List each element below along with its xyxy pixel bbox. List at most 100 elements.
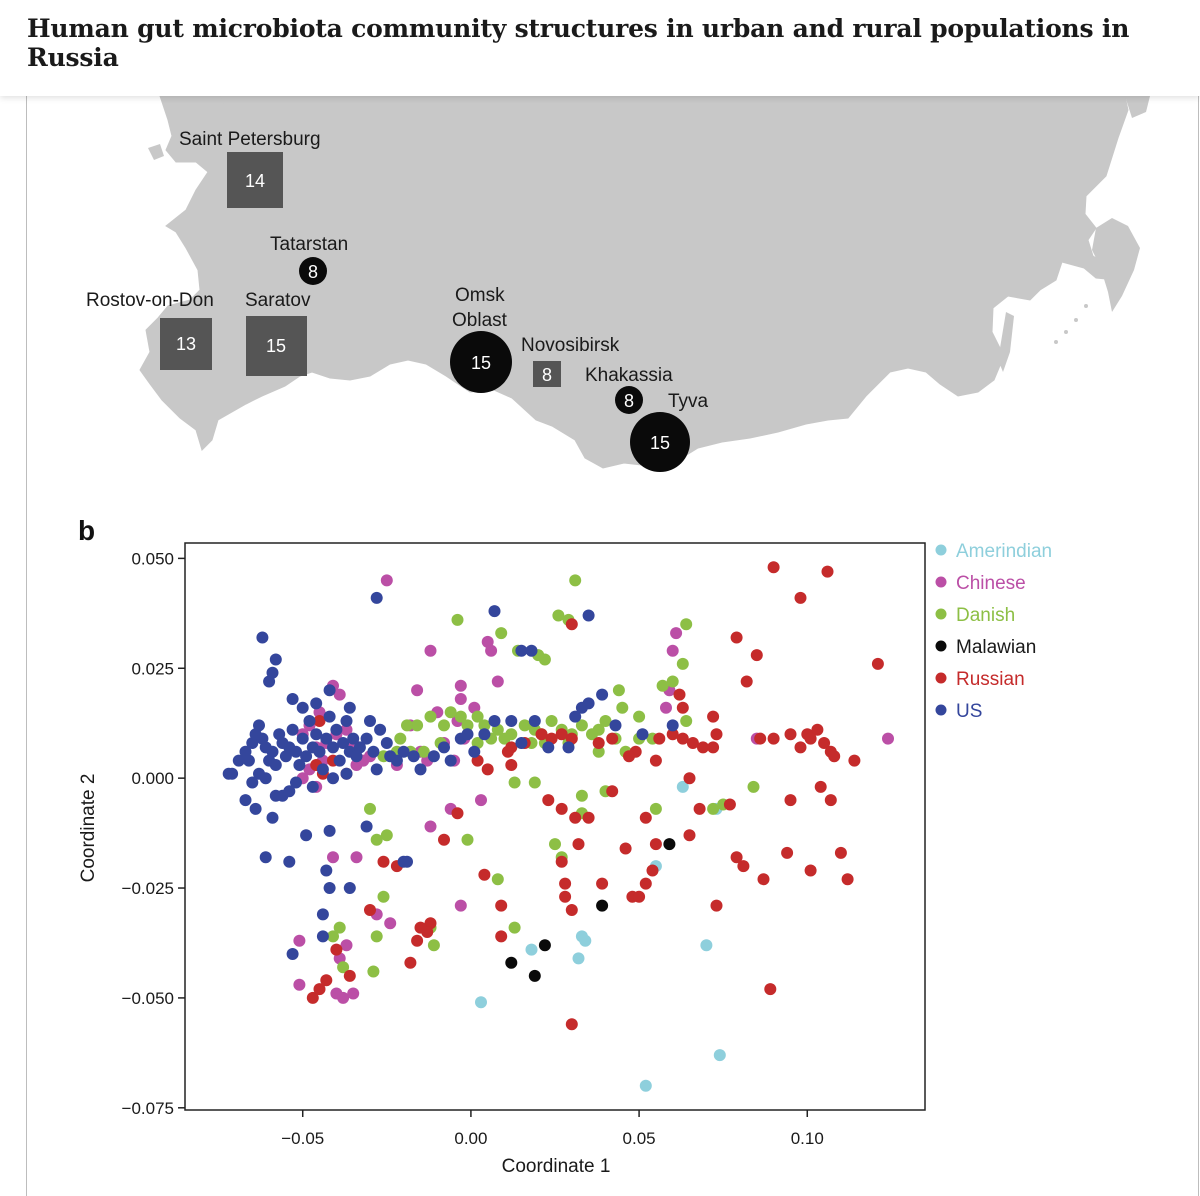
article-title: Human gut microbiota community structure… (27, 14, 1130, 72)
x-tick-label: 0.05 (623, 1129, 656, 1148)
point-chinese (340, 723, 353, 736)
point-chinese (380, 574, 393, 587)
point-danish (364, 802, 376, 815)
legend-swatch-russian (935, 672, 947, 684)
sakhalin (998, 312, 1014, 372)
point-us (370, 591, 383, 604)
legend-label-chinese: Chinese (956, 573, 1026, 594)
legend-label-russian: Russian (956, 669, 1025, 690)
kuril-island (1064, 330, 1068, 334)
point-russian (639, 811, 652, 824)
point-us (414, 763, 427, 776)
point-russian (824, 794, 837, 807)
point-us (323, 882, 336, 894)
point-danish (599, 715, 612, 727)
point-amerindian (572, 952, 585, 965)
point-danish (454, 710, 467, 723)
point-danish (333, 921, 346, 934)
point-us (444, 754, 457, 767)
point-danish (491, 873, 504, 886)
point-russian (818, 737, 831, 749)
point-us (306, 780, 319, 793)
point-us (239, 794, 252, 807)
point-danish (417, 745, 430, 758)
figure-frame-left (26, 96, 27, 1196)
marker-novosibirsk (533, 361, 561, 387)
y-tick-label: 0.025 (131, 659, 174, 678)
point-russian (848, 754, 861, 767)
point-russian (750, 649, 763, 662)
point-chinese (485, 644, 498, 657)
chukotka-tip (1125, 96, 1150, 118)
point-danish (528, 776, 541, 789)
point-russian (639, 877, 652, 890)
point-danish (680, 618, 693, 631)
point-us (320, 864, 333, 877)
point-danish (327, 930, 339, 943)
point-russian (633, 890, 646, 903)
kola-peninsula (220, 96, 300, 118)
point-danish (747, 780, 760, 793)
point-chinese (666, 644, 679, 657)
point-danish (552, 609, 565, 622)
point-danish (575, 789, 588, 802)
point-us (310, 728, 323, 741)
point-russian (606, 785, 619, 798)
point-us (316, 763, 329, 776)
point-russian (313, 983, 326, 996)
point-us (488, 605, 501, 618)
point-danish (498, 732, 511, 745)
point-danish (616, 701, 629, 714)
point-danish (427, 939, 440, 952)
region-label-oblast: Oblast (452, 310, 508, 331)
legend-swatch-us (935, 704, 947, 716)
russia-landmass (139, 95, 1129, 469)
point-russian (707, 741, 720, 754)
point-danish (656, 679, 669, 692)
point-us (340, 715, 353, 727)
point-us (242, 754, 255, 767)
kuril-island (1074, 318, 1078, 322)
point-chinese (340, 939, 353, 952)
point-russian (697, 741, 709, 754)
point-russian (438, 833, 450, 846)
point-russian (364, 904, 376, 916)
point-us (283, 855, 296, 868)
point-us (569, 710, 582, 723)
point-amerindian (700, 939, 713, 952)
point-russian (730, 851, 743, 864)
point-us (360, 732, 373, 745)
point-russian (707, 710, 720, 723)
point-us (323, 684, 336, 697)
point-russian (811, 723, 824, 736)
point-russian (478, 868, 491, 881)
article-header: Human gut microbiota community structure… (0, 0, 1200, 96)
point-us (232, 754, 245, 767)
point-amerindian (525, 943, 538, 956)
point-danish (438, 719, 450, 732)
y-tick-label: −0.050 (122, 989, 174, 1008)
point-chinese (350, 851, 363, 864)
x-tick-label: 0.10 (791, 1129, 824, 1148)
point-russian (646, 864, 659, 877)
kuril-island (1054, 340, 1058, 344)
point-russian (649, 754, 662, 767)
panel-label-b: b (78, 515, 95, 546)
point-danish (549, 838, 561, 851)
point-russian (313, 715, 326, 727)
point-russian (754, 732, 767, 745)
legend-label-amerindian: Amerindian (956, 541, 1052, 562)
region-label-khakassia: Khakassia (585, 365, 673, 386)
point-danish (518, 719, 531, 732)
point-us (397, 745, 410, 758)
point-chinese (454, 679, 467, 692)
point-russian (542, 794, 555, 807)
point-us (259, 772, 272, 785)
point-us (364, 715, 376, 727)
point-danish (394, 732, 407, 745)
point-russian (804, 864, 817, 877)
point-russian (757, 873, 770, 886)
point-us (505, 715, 518, 727)
point-us (259, 851, 272, 864)
point-us (269, 653, 282, 666)
